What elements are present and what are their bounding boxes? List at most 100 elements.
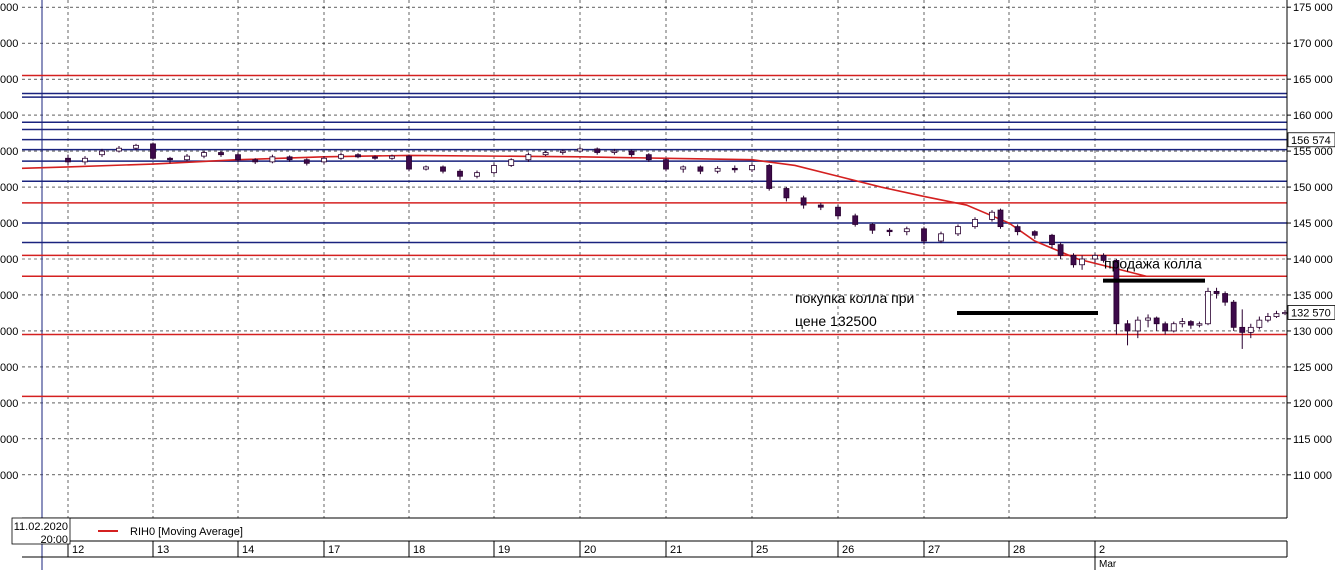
- candle-body: [116, 147, 122, 152]
- left-tick-label: 000: [0, 218, 18, 230]
- candle-body: [508, 159, 515, 166]
- left-tick-label: 000: [0, 110, 18, 122]
- price-label-box: [1287, 132, 1335, 148]
- price-label: 156 574: [1291, 135, 1331, 147]
- annotation-sell-call: продажа колла: [1104, 256, 1202, 272]
- price-label: 132 570: [1291, 307, 1331, 319]
- candle-body: [559, 150, 566, 153]
- candle-body: [1031, 231, 1038, 236]
- x-tick-label: 18: [413, 544, 425, 556]
- candle-body: [749, 165, 755, 171]
- x-month-label: Mar: [1099, 559, 1117, 570]
- candle-body: [1092, 255, 1098, 260]
- x-tick-label: 12: [72, 544, 84, 556]
- candle-body: [1256, 319, 1263, 328]
- candle-body: [869, 224, 876, 231]
- left-tick-label: 000: [0, 146, 18, 158]
- y-tick-label: 170 000: [1293, 38, 1333, 50]
- candle-body: [1170, 323, 1177, 332]
- candle-body: [697, 166, 704, 172]
- left-tick-label: 000: [0, 38, 18, 50]
- price-label-box: [1287, 305, 1335, 320]
- candle-body: [201, 152, 207, 157]
- candle-body: [1282, 312, 1288, 315]
- candle-body: [1049, 234, 1055, 246]
- candle-body: [1057, 244, 1064, 256]
- candle-body: [133, 144, 139, 149]
- candle-body: [99, 150, 105, 156]
- crosshair-label-box: [11, 517, 71, 545]
- y-tick-label: 110 000: [1293, 470, 1332, 482]
- candle-body: [252, 159, 259, 163]
- y-tick-label: 140 000: [1293, 254, 1333, 266]
- y-tick-label: 135 000: [1293, 290, 1333, 302]
- x-tick-label: 20: [584, 544, 596, 556]
- moving-average-line: [21, 154, 1147, 278]
- left-tick-label: 000: [0, 326, 18, 338]
- candle-body: [921, 228, 927, 242]
- candle-body: [474, 172, 480, 177]
- candle-body: [1134, 319, 1141, 332]
- x-tick-label: 28: [1013, 544, 1025, 556]
- candle-body: [1265, 316, 1271, 321]
- candle-body: [955, 226, 961, 235]
- y-tick-label: 165 000: [1293, 74, 1333, 86]
- candle-body: [423, 166, 429, 170]
- candle-body: [594, 148, 601, 153]
- x-tick-label: 19: [498, 544, 510, 556]
- left-tick-label: 000: [0, 398, 18, 410]
- x-tick-label: 27: [928, 544, 940, 556]
- x-tick-label: 25: [756, 544, 768, 556]
- candle-body: [1196, 323, 1203, 326]
- candle-body: [972, 219, 978, 228]
- candle-body: [1145, 317, 1151, 321]
- y-tick-label: 115 000: [1293, 434, 1332, 446]
- left-tick-label: 000: [0, 362, 18, 374]
- candle-body: [1070, 255, 1077, 266]
- candle-body: [525, 154, 532, 161]
- y-tick-label: 150 000: [1293, 182, 1333, 194]
- candle-body: [852, 215, 859, 225]
- candle-body: [766, 165, 773, 189]
- y-tick-label: 125 000: [1293, 362, 1333, 374]
- y-tick-label: 175 000: [1293, 2, 1333, 14]
- y-tick-label: 130 000: [1293, 326, 1333, 338]
- candle-body: [389, 155, 395, 159]
- candle-body: [628, 150, 635, 156]
- candle-body: [1124, 323, 1131, 332]
- x-tick-label: 17: [328, 544, 340, 556]
- candle-body: [783, 188, 790, 199]
- candle-body: [611, 150, 618, 153]
- x-tick-label: 14: [242, 544, 254, 556]
- candle-body: [1187, 321, 1194, 326]
- candle-body: [235, 154, 241, 161]
- candle-body: [1247, 326, 1254, 333]
- candle-body: [989, 211, 995, 220]
- candle-body: [1222, 293, 1229, 303]
- candle-body: [150, 143, 156, 159]
- candle-body: [1230, 301, 1237, 328]
- annotation-buy-call-price: цене 132500: [795, 313, 877, 329]
- candle-body: [645, 154, 652, 161]
- candle-body: [1113, 260, 1120, 325]
- candle-body: [1179, 321, 1186, 325]
- candle-body: [218, 152, 224, 156]
- left-tick-label: 000: [0, 470, 18, 482]
- candle-body: [457, 170, 463, 177]
- x-tick-label: 26: [842, 544, 854, 556]
- y-tick-label: 120 000: [1293, 398, 1333, 410]
- candle-body: [577, 148, 583, 152]
- crosshair-date: 11.02.2020: [14, 521, 68, 533]
- crosshair-time: 20:00: [40, 534, 68, 546]
- candle-body: [1079, 258, 1085, 266]
- y-tick-label: 155 000: [1293, 146, 1333, 158]
- left-tick-label: 000: [0, 182, 18, 194]
- left-tick-label: 000: [0, 74, 18, 86]
- legend-label-ma: RIH0 [Moving Average]: [130, 526, 243, 538]
- candle-body: [184, 155, 190, 161]
- candle-body: [1100, 255, 1107, 261]
- candle-body: [886, 229, 893, 233]
- left-tick-label: 000: [0, 434, 18, 446]
